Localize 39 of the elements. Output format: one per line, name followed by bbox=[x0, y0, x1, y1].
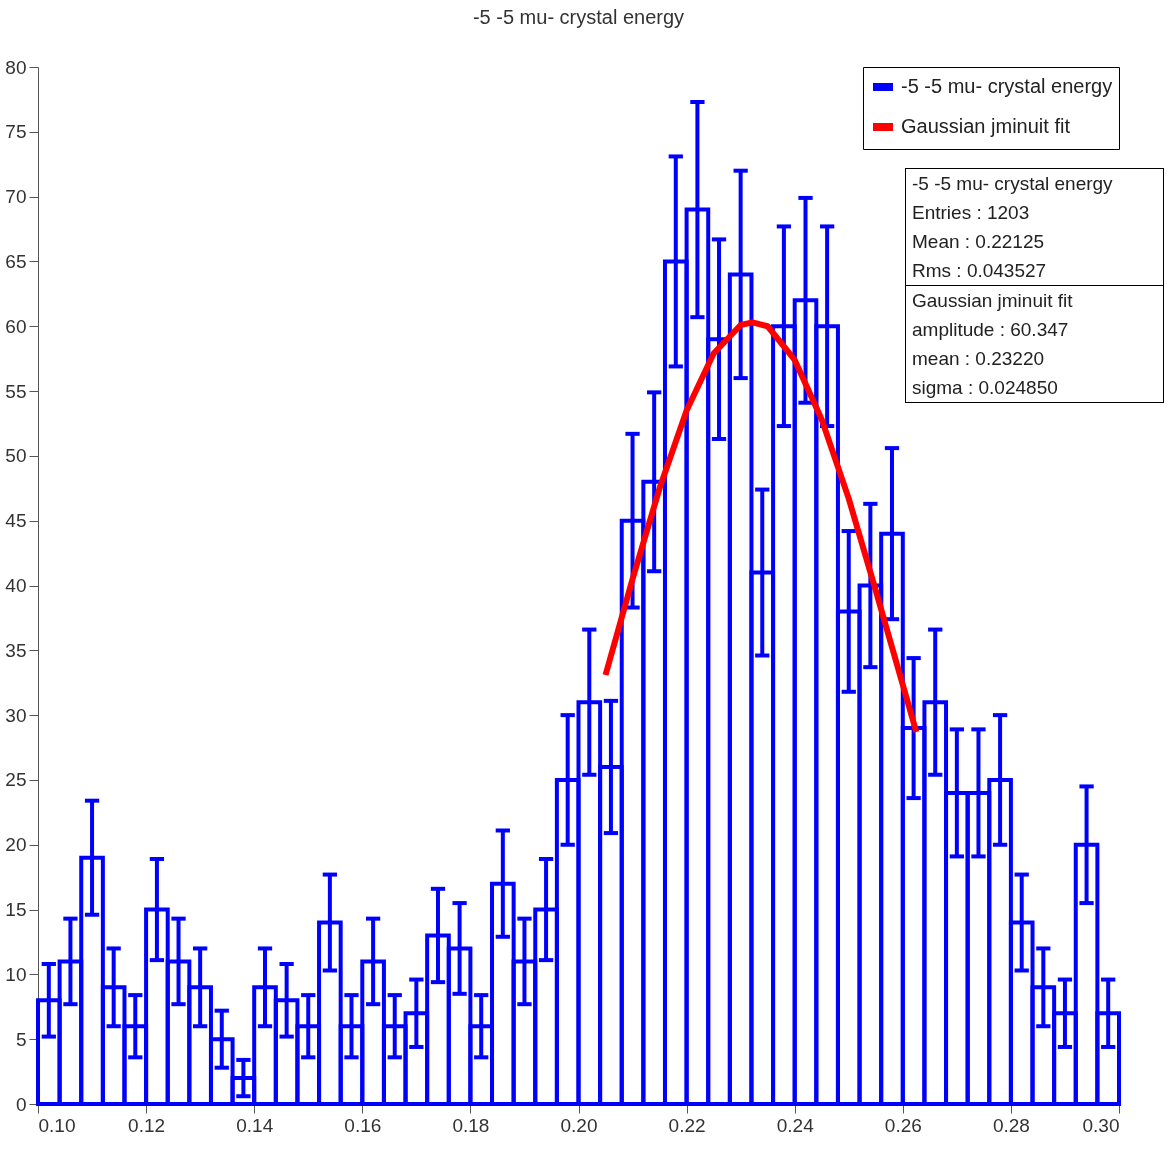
y-tick-label: 15 bbox=[5, 899, 27, 921]
y-tick-label: 0 bbox=[15, 1093, 27, 1115]
y-tick-label: 35 bbox=[5, 639, 27, 661]
x-tick-label: 0.20 bbox=[560, 1114, 598, 1136]
annotation: Rms : 0.043527 bbox=[911, 259, 1048, 283]
y-tick-label: 50 bbox=[5, 445, 27, 467]
x-tick-label: 0.16 bbox=[344, 1114, 382, 1136]
y-tick-label: 75 bbox=[5, 121, 27, 143]
x-tick-label: 0.12 bbox=[128, 1114, 166, 1136]
y-tick-label: 30 bbox=[5, 704, 27, 726]
y-tick-label: 25 bbox=[5, 769, 27, 791]
legend-label: Gaussian jminuit fit bbox=[901, 115, 1071, 137]
x-tick-label: 0.18 bbox=[452, 1114, 490, 1136]
annotation: -5 -5 mu- crystal energy bbox=[911, 172, 1114, 196]
y-tick-label: 70 bbox=[5, 186, 27, 208]
y-tick-label: 10 bbox=[5, 963, 27, 985]
annotation: mean : 0.23220 bbox=[911, 347, 1046, 371]
x-tick-label: 0.28 bbox=[992, 1114, 1030, 1136]
x-tick-label: 0.26 bbox=[884, 1114, 922, 1136]
x-tick-label: 0.10 bbox=[38, 1114, 76, 1136]
y-tick-label: 5 bbox=[15, 1028, 27, 1050]
annotation: Entries : 1203 bbox=[911, 201, 1031, 225]
y-tick-label: 55 bbox=[5, 380, 27, 402]
annotation: Gaussian jminuit fit bbox=[906, 285, 1163, 315]
annotation: amplitude : 60.347 bbox=[911, 318, 1070, 342]
x-tick-label: 0.22 bbox=[668, 1114, 706, 1136]
y-tick-label: 20 bbox=[5, 834, 27, 856]
y-tick-label: 60 bbox=[5, 315, 27, 337]
annotation: Mean : 0.22125 bbox=[911, 230, 1046, 254]
y-tick-label: 65 bbox=[5, 250, 27, 272]
x-tick-label: 0.14 bbox=[236, 1114, 274, 1136]
legend-label: -5 -5 mu- crystal energy bbox=[901, 75, 1113, 97]
chart-title: -5 -5 mu- crystal energy bbox=[472, 6, 685, 28]
y-tick-label: 80 bbox=[5, 56, 27, 78]
x-tick-label: 0.30 bbox=[1082, 1114, 1120, 1136]
y-tick-label: 45 bbox=[5, 510, 27, 532]
x-tick-label: 0.24 bbox=[776, 1114, 815, 1136]
y-tick-label: 40 bbox=[5, 575, 27, 596]
annotation: sigma : 0.024850 bbox=[911, 376, 1059, 400]
